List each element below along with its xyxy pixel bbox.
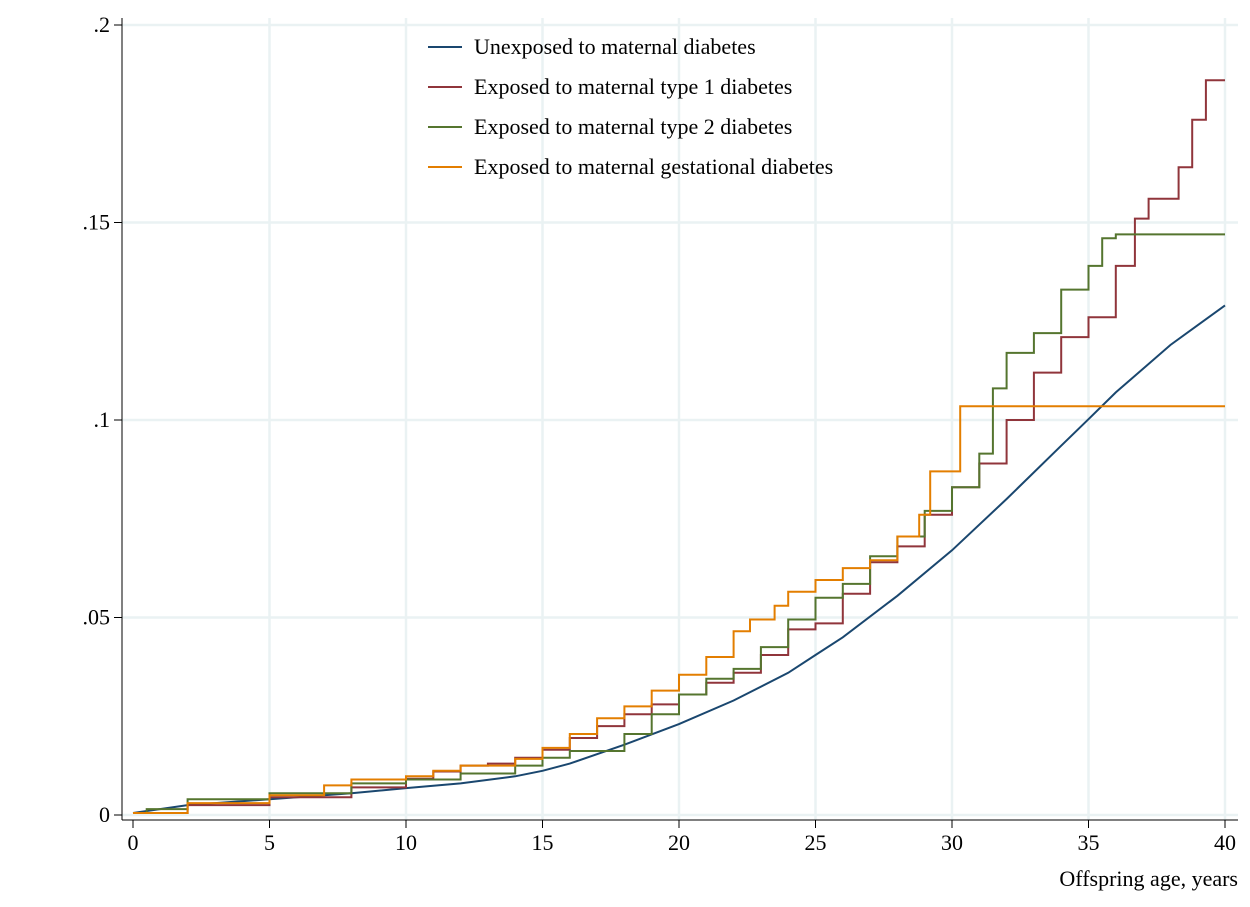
y-tick-label: .1 <box>94 407 111 432</box>
y-tick-label: .15 <box>83 210 111 235</box>
x-tick-label: 5 <box>264 830 275 855</box>
y-tick-label: .2 <box>94 12 111 37</box>
y-tick-label: .05 <box>83 605 111 630</box>
legend: Unexposed to maternal diabetes Exposed to… <box>428 34 833 179</box>
x-tick-label: 40 <box>1214 830 1236 855</box>
legend-label-4: Exposed to maternal gestational diabetes <box>474 154 833 179</box>
x-tick-label: 35 <box>1078 830 1100 855</box>
x-axis-title: Offspring age, years <box>1059 866 1238 891</box>
legend-label-3: Exposed to maternal type 2 diabetes <box>474 114 792 139</box>
x-tick-label: 25 <box>805 830 827 855</box>
x-tick-label: 10 <box>395 830 417 855</box>
series-line-4 <box>133 405 1225 814</box>
x-tick-label: 0 <box>128 830 139 855</box>
grid <box>122 18 1238 820</box>
x-tick-label: 30 <box>941 830 963 855</box>
series-group <box>132 79 1226 814</box>
x-tick-label: 20 <box>668 830 690 855</box>
axes: 0 .05 .1 .15 .2 0 5 10 15 20 25 30 35 40 <box>83 12 1238 855</box>
x-tick-label: 15 <box>532 830 554 855</box>
series-line-3 <box>133 233 1225 814</box>
legend-label-2: Exposed to maternal type 1 diabetes <box>474 74 792 99</box>
y-tick-label: 0 <box>99 802 110 827</box>
series-line-1 <box>132 304 1226 814</box>
legend-label-1: Unexposed to maternal diabetes <box>474 34 756 59</box>
